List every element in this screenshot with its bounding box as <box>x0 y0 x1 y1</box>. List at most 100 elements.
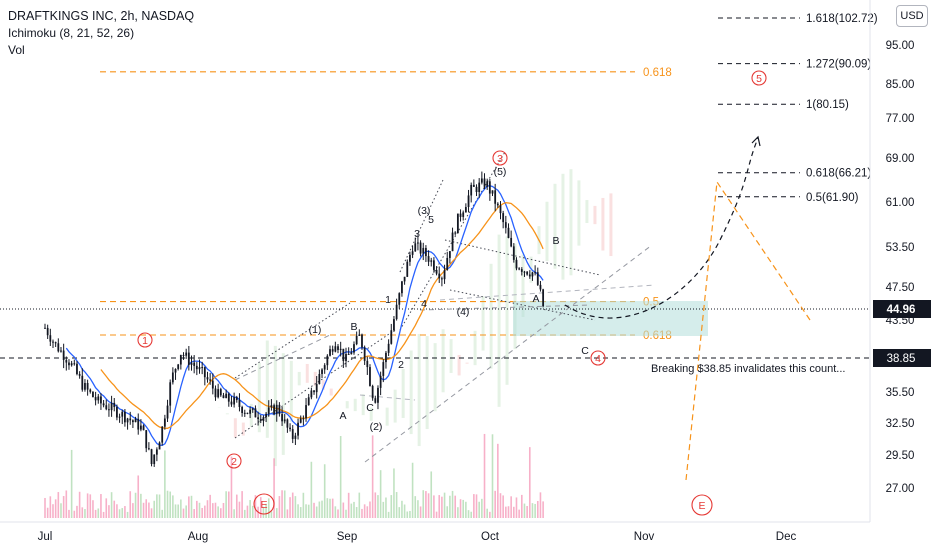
currency-button[interactable]: USD <box>896 5 928 27</box>
candle-body <box>283 419 286 422</box>
candle-body <box>158 442 161 450</box>
candle-body <box>132 420 134 423</box>
volume-bar <box>177 504 179 518</box>
wave-label: 2 <box>398 359 404 371</box>
volume-bar <box>310 461 313 518</box>
volume-bar <box>475 494 478 518</box>
volume-bar <box>150 508 153 518</box>
volume-bar <box>44 497 46 518</box>
candle-body <box>528 274 531 277</box>
volume-bar <box>542 501 544 518</box>
candle-body <box>307 397 310 406</box>
volume-bar <box>539 492 542 518</box>
volume-bar <box>318 501 321 518</box>
volume-bar <box>355 507 358 518</box>
volume-bar <box>105 498 108 518</box>
volume-bar <box>81 507 84 518</box>
cloud-segment <box>233 418 237 438</box>
cloud-segment <box>521 254 525 318</box>
candle-body <box>150 449 153 465</box>
volume-bar <box>305 504 307 518</box>
volume-bar <box>406 511 409 518</box>
price-tick-label: 29.50 <box>886 450 915 462</box>
candle-body <box>443 270 446 280</box>
volume-bar <box>278 496 281 518</box>
candle-body <box>84 383 86 390</box>
volume-bar <box>294 496 297 518</box>
wave-label: C <box>581 345 589 357</box>
trendline <box>234 329 396 439</box>
candle-body <box>318 373 321 385</box>
cloud-segment <box>225 413 229 415</box>
volume-bar <box>249 500 251 518</box>
fib-extension-label: 0.5(61.90) <box>806 192 859 204</box>
candle-body <box>329 349 331 356</box>
indicator-label[interactable]: Ichimoku (8, 21, 52, 26) <box>8 26 135 40</box>
candle-body <box>195 365 198 370</box>
candle-body <box>86 383 89 390</box>
volume-bar <box>76 505 78 518</box>
cloud-segment <box>329 388 333 396</box>
candle-body <box>113 402 116 408</box>
volume-label[interactable]: Vol <box>8 43 25 57</box>
candle-body <box>347 353 350 355</box>
candle-body <box>409 254 411 262</box>
candle-body <box>219 389 222 396</box>
cloud-segment <box>257 362 261 433</box>
time-tick-label: Dec <box>776 531 797 543</box>
candle-body <box>230 401 233 405</box>
candle-body <box>462 212 465 217</box>
trendline <box>399 179 444 273</box>
volume-bar <box>190 495 193 518</box>
wave-label: 1 <box>385 294 391 306</box>
volume-bar <box>241 491 243 518</box>
volume-bar <box>457 507 459 518</box>
kijun-line <box>100 202 544 429</box>
candle-body <box>257 417 259 420</box>
wave-label-circled: 4 <box>595 353 601 365</box>
wave-circle <box>226 453 242 469</box>
candle-body <box>454 232 457 234</box>
fib-extension-label: 1.272(90.09) <box>806 59 871 71</box>
volume-bar <box>528 447 531 518</box>
volume-bar <box>84 509 86 518</box>
volume-bar <box>134 492 137 518</box>
candle-body <box>110 402 113 411</box>
candle-body <box>499 205 502 214</box>
candle-body <box>534 272 537 274</box>
volume-bar <box>374 492 377 518</box>
candle-body <box>108 409 110 411</box>
candle-body <box>427 256 430 262</box>
candle-body <box>161 426 164 443</box>
volume-bar <box>433 495 435 518</box>
volume-bar <box>161 509 164 518</box>
time-tick-label: Sep <box>337 531 357 543</box>
wave-label: A <box>339 410 346 422</box>
candle-body <box>417 242 419 244</box>
projection-arrowhead <box>751 135 761 147</box>
volume-bar <box>65 490 68 518</box>
projected-path <box>564 137 759 319</box>
volume-bar <box>521 494 523 518</box>
wave-label: (5) <box>494 166 507 178</box>
candle-body <box>177 364 180 369</box>
volume-bar <box>419 506 422 518</box>
cloud-segment <box>497 234 501 407</box>
candle-body <box>361 334 363 348</box>
volume-bar <box>366 506 369 518</box>
candle-body <box>475 186 478 193</box>
symbol-title[interactable]: DRAFTKINGS INC, 2h, NASDAQ <box>8 9 195 23</box>
volume-bar <box>132 503 134 518</box>
trendline <box>359 394 416 401</box>
fib-extension-lines: 1.618(102.72) 1.272(90.09) 1(80.15) 0.618(6… <box>718 13 878 204</box>
volume-bar <box>470 511 472 518</box>
candle-body <box>467 195 470 208</box>
wave-label-circled: E <box>698 500 705 512</box>
volume-bar <box>339 436 342 518</box>
volume-bar <box>390 495 393 518</box>
candle-body <box>507 227 510 238</box>
elliott-wave-labels: 1 2 3 4 5 E E 1 2 3 4 5 (1) (2) (3) (4) (5) A C B A B C <box>137 70 767 516</box>
volume-bar <box>486 508 488 518</box>
candle-body <box>126 418 129 423</box>
